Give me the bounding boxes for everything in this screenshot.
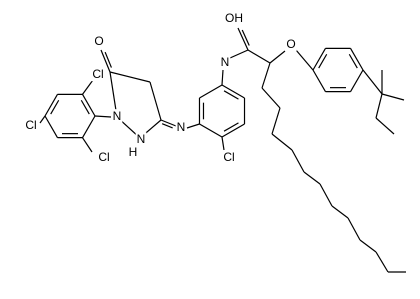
atom-label-bg (219, 55, 231, 70)
bond-double (161, 123, 173, 129)
atom-label: OH (225, 11, 243, 25)
bond (100, 49, 111, 73)
ring-bond (199, 84, 223, 99)
bond (82, 79, 94, 95)
ring-bond-inner (348, 53, 358, 69)
bond (261, 87, 281, 109)
bond (375, 93, 383, 119)
bond (303, 171, 321, 185)
atom-label: N (221, 55, 230, 69)
ring-bond (81, 94, 96, 117)
bond (221, 69, 224, 86)
atom-label-bg (222, 150, 236, 165)
bond (347, 217, 361, 241)
bond (221, 136, 225, 151)
atom-label-bg (24, 118, 38, 133)
ring-bond (312, 69, 327, 92)
atom-label-bg (111, 109, 123, 124)
ring-bond (221, 84, 245, 99)
bond (319, 183, 333, 207)
atom-label: Cl (223, 150, 234, 164)
bond-double (241, 29, 250, 46)
atom-label-bg (127, 145, 139, 160)
bond (160, 119, 177, 127)
bond (261, 62, 271, 89)
ring-bond (199, 123, 223, 138)
atom-label: Cl (98, 150, 109, 164)
atom-label: N (137, 132, 146, 146)
bond-double (104, 51, 112, 68)
atom-label: N (113, 109, 122, 123)
bond (229, 49, 249, 59)
atom-label-bg (97, 150, 111, 165)
bond (381, 93, 405, 101)
ring-bond (221, 123, 245, 138)
ring-bond-inner (50, 99, 60, 115)
ring-bond (44, 115, 59, 138)
bond (81, 137, 93, 153)
bond (295, 49, 314, 71)
bond (149, 81, 162, 121)
ring-bond (44, 94, 59, 117)
atom-label-bg (285, 37, 297, 52)
bond (186, 123, 200, 129)
atom-label: Cl (25, 118, 36, 132)
bond (375, 251, 389, 273)
bond (362, 69, 383, 95)
atom-label-bg (224, 11, 244, 26)
atom-label: N (177, 120, 186, 134)
ring-bond (349, 69, 364, 92)
ring-bond (312, 48, 327, 71)
bond (291, 149, 305, 173)
bond (359, 239, 377, 253)
bond (269, 50, 286, 64)
ring-bond (349, 48, 364, 71)
bond (375, 117, 395, 135)
atom-label: O (94, 34, 103, 48)
ring-bond-inner (223, 122, 239, 132)
ring-bond-inner (80, 99, 90, 115)
ring-bond (81, 115, 96, 138)
atom-label-bg (93, 34, 105, 49)
atom-label: Cl (92, 67, 103, 81)
bond (331, 205, 349, 219)
atom-label-bg (135, 132, 147, 147)
ring-bond-inner (318, 53, 328, 69)
bond (271, 107, 281, 135)
bond (237, 27, 249, 51)
bond (94, 115, 112, 118)
bond (39, 115, 46, 124)
atom-label: O (286, 37, 295, 51)
atom-label: H (129, 145, 138, 159)
ring-bond-inner (223, 90, 239, 100)
bond (247, 49, 271, 64)
atom-label-bg (91, 67, 105, 82)
bond (109, 71, 151, 83)
atom-label-bg (175, 120, 187, 135)
bond (271, 133, 293, 151)
